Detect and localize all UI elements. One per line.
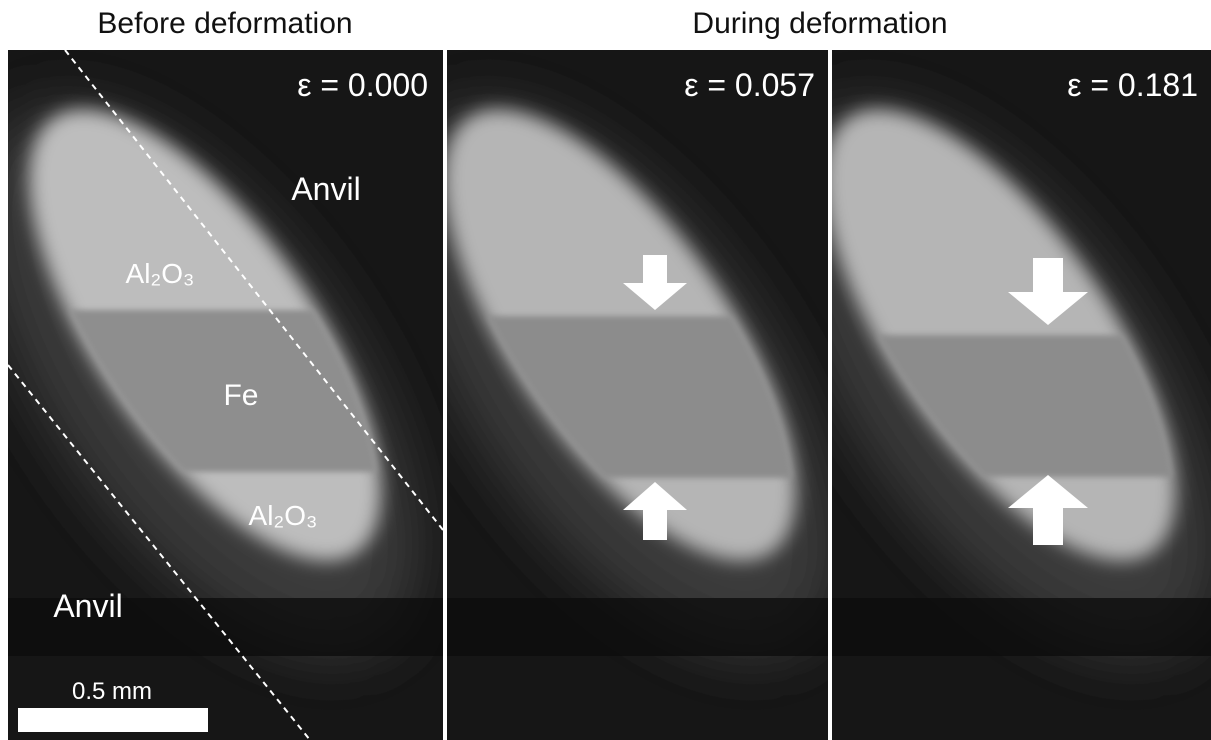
strain-label: ε = 0.057 xyxy=(684,67,815,103)
strain-label: ε = 0.000 xyxy=(297,67,428,103)
figure: Before deformation During deformation ε … xyxy=(0,0,1211,740)
material-label: Al₂O₃ xyxy=(249,500,318,531)
anvil-label: Anvil xyxy=(53,588,122,624)
material-label: Fe xyxy=(223,379,258,412)
scale-bar-label: 0.5 mm xyxy=(72,678,152,705)
anvil-label: Anvil xyxy=(291,171,360,207)
strain-label: ε = 0.181 xyxy=(1067,67,1198,103)
heading: During deformation xyxy=(692,7,947,40)
heading: Before deformation xyxy=(97,7,352,40)
material-label: Al₂O₃ xyxy=(126,258,195,289)
page: Before deformation During deformation ε … xyxy=(0,0,1211,740)
